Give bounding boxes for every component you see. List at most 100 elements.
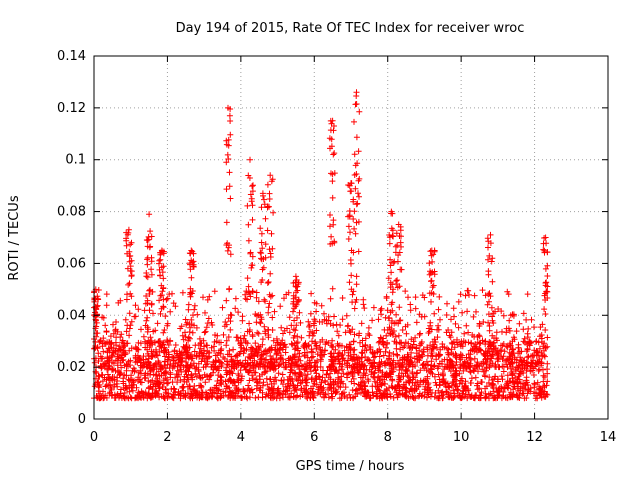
data-point (197, 393, 204, 400)
data-point (537, 324, 544, 331)
data-point (241, 363, 248, 370)
data-point (95, 383, 102, 390)
data-point (266, 376, 273, 383)
data-point (202, 328, 209, 335)
data-point (91, 359, 98, 366)
data-point (445, 383, 452, 390)
data-point (141, 375, 148, 382)
x-tick-label: 6 (310, 430, 318, 445)
data-point (537, 333, 543, 340)
data-point (104, 366, 111, 373)
data-point (131, 381, 137, 388)
data-point (441, 344, 448, 351)
data-point (169, 353, 176, 360)
data-point (346, 391, 353, 398)
data-point (302, 377, 309, 384)
data-point (137, 394, 144, 401)
data-point (406, 377, 413, 384)
data-point (366, 332, 373, 339)
data-point (227, 388, 233, 395)
data-point (213, 338, 220, 345)
data-point (224, 383, 230, 390)
data-point (191, 302, 198, 309)
data-point (132, 354, 139, 361)
data-point (428, 350, 435, 356)
data-point (200, 337, 207, 344)
data-point (423, 358, 430, 365)
data-point (416, 392, 423, 399)
data-point (232, 395, 239, 401)
data-point (354, 391, 361, 397)
data-point (490, 388, 497, 395)
data-point (530, 372, 537, 378)
data-point (466, 355, 473, 362)
data-point (252, 394, 259, 401)
data-point (308, 290, 315, 297)
data-point (498, 383, 505, 390)
data-point (218, 393, 225, 400)
data-point (523, 316, 530, 323)
data-point (257, 320, 264, 327)
data-point (436, 381, 443, 388)
data-point (263, 375, 270, 382)
data-point (395, 392, 402, 398)
data-point (223, 371, 230, 378)
data-point (435, 353, 442, 360)
data-point (127, 394, 134, 401)
data-point (379, 338, 386, 345)
data-point (525, 386, 532, 393)
data-point (438, 392, 445, 399)
data-point (185, 390, 191, 397)
data-point (197, 340, 204, 347)
data-point (312, 340, 319, 347)
data-point (525, 325, 532, 332)
data-point (154, 320, 161, 327)
data-point (330, 388, 337, 395)
data-point (394, 352, 401, 359)
data-point (486, 323, 493, 329)
data-point (459, 388, 466, 395)
data-point (210, 369, 216, 376)
data-point (116, 369, 123, 376)
data-point (449, 372, 456, 379)
data-point (179, 332, 186, 339)
x-tick-label: 12 (526, 430, 543, 445)
data-point (238, 375, 245, 382)
data-point (307, 394, 314, 401)
data-point (108, 353, 115, 360)
data-point (203, 389, 209, 396)
y-tick-label: 0.14 (57, 49, 86, 64)
data-point (435, 371, 442, 378)
data-point (181, 378, 188, 385)
data-point (396, 374, 403, 381)
data-point (164, 361, 171, 368)
data-point (208, 394, 215, 401)
data-point (232, 390, 239, 397)
data-point (459, 309, 466, 316)
data-point (304, 371, 311, 378)
data-point (352, 387, 359, 394)
data-point (450, 379, 457, 385)
data-point (258, 355, 265, 362)
data-point (295, 345, 302, 352)
data-point (237, 367, 244, 374)
data-point (528, 353, 534, 360)
data-point (270, 355, 277, 362)
data-point (155, 368, 162, 375)
data-point (538, 391, 544, 398)
data-point (315, 389, 322, 395)
data-point (415, 383, 422, 390)
data-point (270, 389, 277, 396)
data-point (536, 356, 543, 362)
data-point (223, 337, 230, 344)
data-point (450, 362, 457, 369)
data-point (374, 363, 381, 370)
data-point (242, 295, 249, 302)
data-point (404, 367, 411, 374)
data-point (313, 300, 320, 307)
data-point (97, 395, 103, 402)
data-point (339, 295, 346, 301)
data-point (312, 375, 319, 381)
data-point (273, 377, 280, 383)
